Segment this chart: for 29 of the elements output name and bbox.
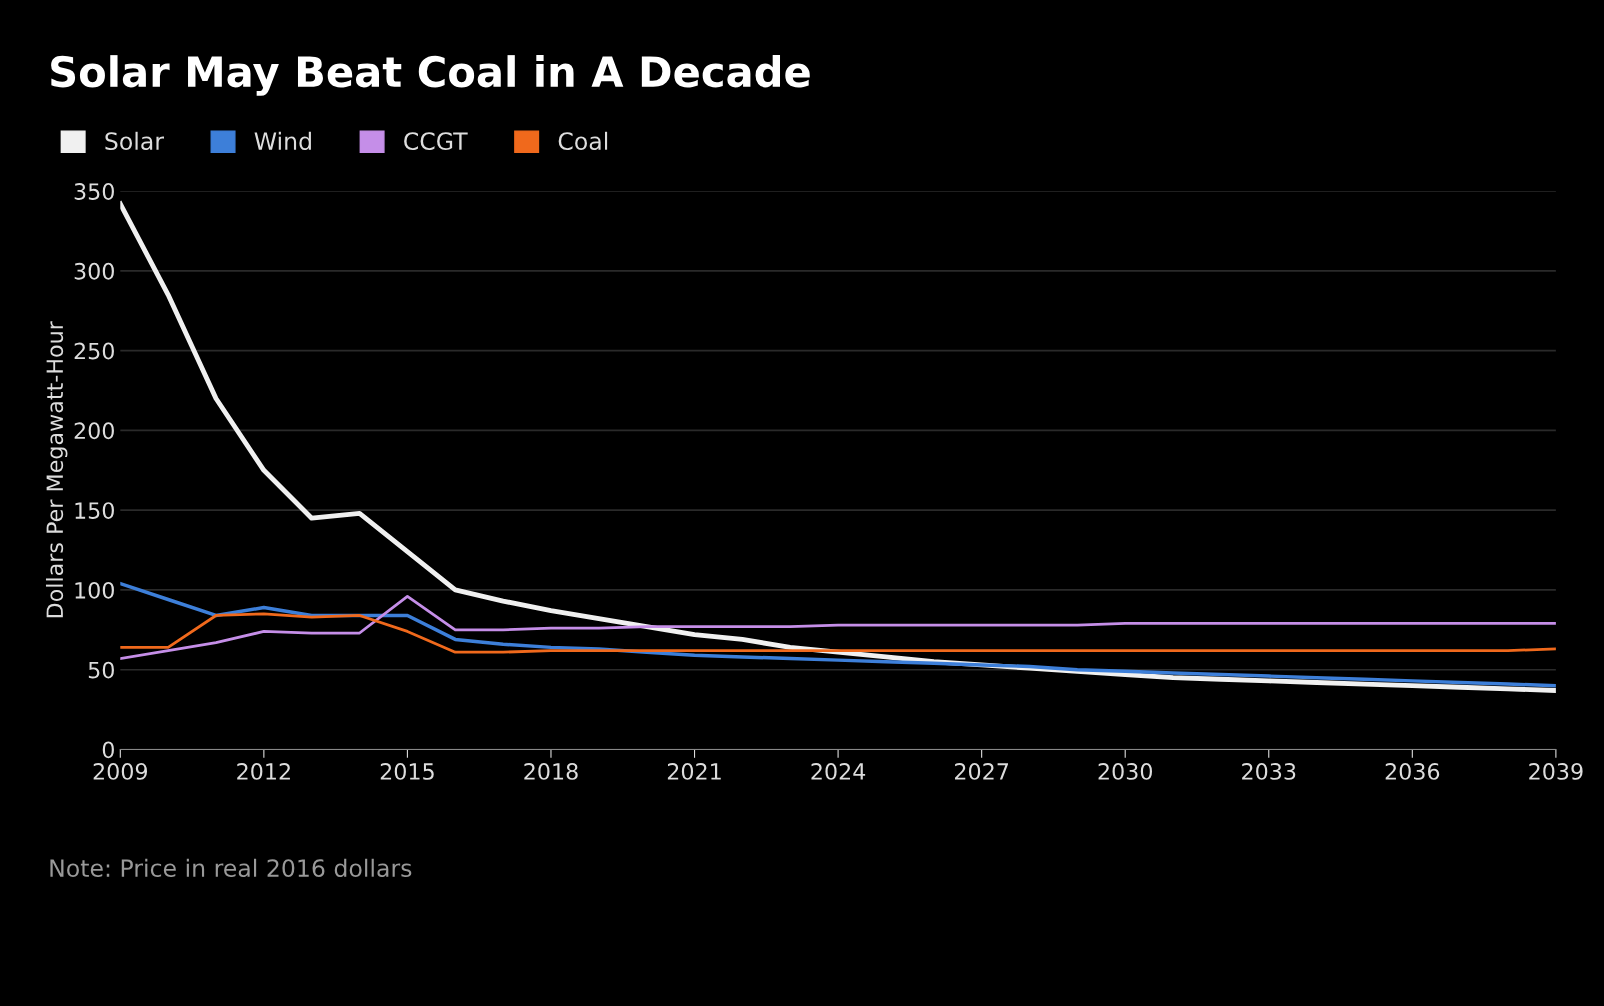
- x-tick-label: 2027: [955, 763, 1009, 780]
- x-tick-label: 2036: [1385, 763, 1440, 780]
- x-tick-label: 2018: [524, 763, 578, 780]
- line-series: [120, 594, 1556, 660]
- y-tick-label: 350: [74, 183, 114, 200]
- legend-label: Coal: [558, 131, 608, 151]
- x-tick-label: 2009: [93, 763, 148, 780]
- legend-label: Wind: [254, 131, 311, 151]
- x-tick-label: 2033: [1242, 763, 1296, 780]
- line-series: [120, 581, 1556, 688]
- text: Note: Price in real 2016 dollars: [50, 858, 412, 878]
- y-tick-label: 100: [75, 581, 114, 599]
- legend-label: CCGT: [404, 132, 468, 151]
- x-tick-label: 2024: [811, 763, 866, 780]
- y-axis-title: Dollars Per Megawatt-Hour: [45, 321, 68, 618]
- y-tick-label: 0: [102, 741, 114, 759]
- legend-label: Solar: [105, 131, 165, 151]
- y-tick-label: 200: [74, 422, 114, 440]
- y-tick-label: 150: [75, 502, 114, 519]
- line-series: [120, 612, 1556, 654]
- y-tick-label: 300: [74, 262, 114, 280]
- chart-title: Solar May Beat Coal in A Decade: [51, 55, 810, 96]
- y-tick-label: 50: [88, 661, 114, 679]
- y-tick-label: 250: [74, 342, 114, 360]
- x-tick-label: 2012: [237, 763, 290, 780]
- x-tick-label: 2030: [1098, 763, 1153, 780]
- x-tick-label: 2021: [667, 763, 721, 780]
- x-tick-label: 2039: [1529, 763, 1583, 780]
- x-tick-label: 2015: [380, 763, 434, 780]
